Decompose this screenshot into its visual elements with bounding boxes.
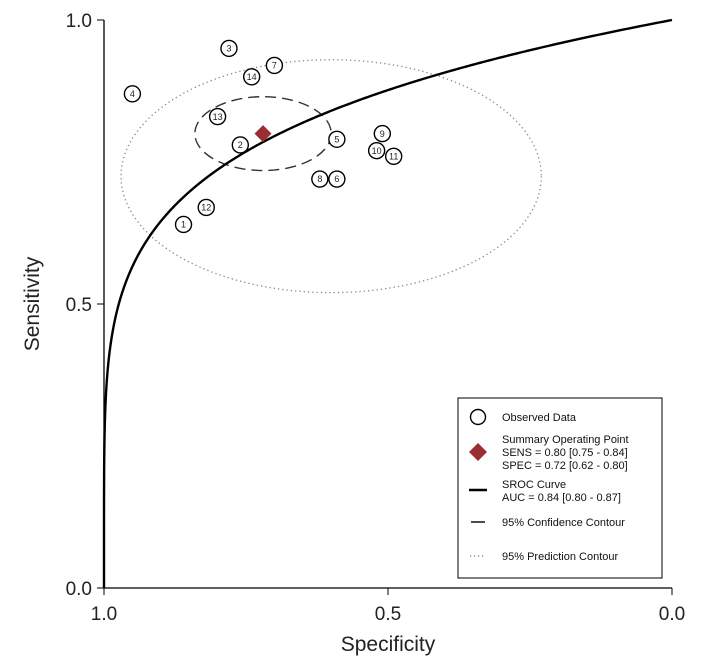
legend-confidence-label: 95% Confidence Contour bbox=[502, 517, 625, 529]
legend-sroc-label: SROC Curve bbox=[502, 479, 566, 491]
y-tick-label: 0.0 bbox=[66, 579, 92, 600]
observed-point bbox=[311, 170, 329, 188]
x-tick-label: 0.0 bbox=[659, 604, 685, 625]
summary-operating-point bbox=[254, 125, 272, 143]
y-ticks: 1.0 0.5 0.0 bbox=[66, 11, 104, 600]
observed-point bbox=[123, 85, 142, 103]
legend-summary-spec: SPEC = 0.72 [0.62 - 0.80] bbox=[502, 460, 628, 472]
legend-box bbox=[457, 397, 663, 579]
legend-summary-label: Summary Operating Point bbox=[502, 434, 629, 446]
observed-point-label: 11 bbox=[389, 152, 398, 162]
legend-prediction-label: 95% Prediction Contour bbox=[502, 551, 619, 563]
observed-point-label: 3 bbox=[226, 44, 231, 54]
legend-sroc-auc: AUC = 0.84 [0.80 - 0.87] bbox=[502, 492, 621, 504]
observed-point bbox=[328, 130, 346, 148]
x-tick-label: 0.5 bbox=[375, 604, 401, 625]
legend-summary-symbol bbox=[469, 443, 487, 461]
x-axis-title: Specificity bbox=[341, 633, 436, 656]
y-tick-label: 1.0 bbox=[66, 11, 92, 32]
observed-point-label: 5 bbox=[334, 134, 339, 144]
observed-point bbox=[367, 141, 386, 160]
x-tick-label: 1.0 bbox=[91, 604, 117, 625]
observed-point-label: 8 bbox=[317, 174, 322, 184]
observed-point-label: 12 bbox=[201, 203, 211, 213]
y-tick-label: 0.5 bbox=[66, 295, 92, 316]
legend: Observed Data Summary Operating Point SE… bbox=[457, 397, 663, 579]
sroc-curve bbox=[102, 18, 673, 588]
observed-point-label: 10 bbox=[372, 146, 382, 156]
x-ticks: 1.0 0.5 0.0 bbox=[91, 588, 685, 625]
observed-point-label: 2 bbox=[238, 140, 243, 150]
observed-point-label: 4 bbox=[130, 89, 135, 99]
observed-point bbox=[208, 107, 227, 126]
observed-point-label: 6 bbox=[334, 174, 339, 184]
observed-point bbox=[328, 170, 346, 188]
observed-point bbox=[220, 39, 238, 58]
observed-point-label: 1 bbox=[181, 220, 186, 230]
observed-point bbox=[384, 147, 403, 166]
observed-point bbox=[242, 68, 261, 86]
observed-point bbox=[197, 198, 215, 217]
legend-observed-label: Observed Data bbox=[502, 412, 577, 424]
observed-point bbox=[174, 215, 193, 234]
observed-point-label: 14 bbox=[247, 72, 257, 82]
observed-point bbox=[265, 56, 284, 75]
legend-observed-symbol bbox=[469, 408, 487, 426]
observed-point-label: 9 bbox=[380, 129, 385, 139]
legend-summary-sens: SENS = 0.80 [0.75 - 0.84] bbox=[502, 447, 628, 459]
observed-point bbox=[231, 136, 250, 154]
observed-point bbox=[373, 124, 392, 143]
y-axis-title: Sensitivity bbox=[21, 256, 44, 351]
observed-point-label: 13 bbox=[213, 112, 223, 122]
observed-point-label: 7 bbox=[272, 61, 277, 71]
